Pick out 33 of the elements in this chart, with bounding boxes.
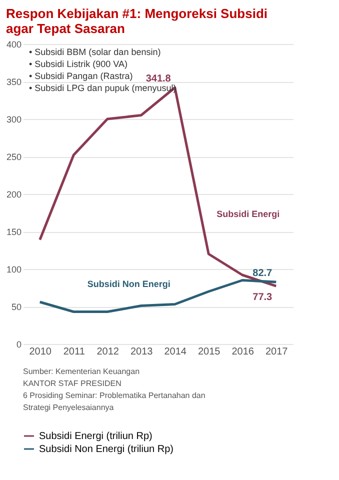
text: Sumber: Kementerian Keuangan bbox=[23, 367, 140, 376]
x-tick-label: 2016 bbox=[232, 346, 254, 358]
x-tick-label: 2014 bbox=[164, 346, 187, 358]
y-tick-label: 50 bbox=[11, 302, 22, 312]
legend-label: Subsidi Non Energi (triliun Rp) bbox=[39, 444, 174, 455]
y-tick-label: 400 bbox=[6, 40, 22, 50]
y-tick-label: 0 bbox=[16, 340, 22, 350]
data-label: 82.7 bbox=[252, 268, 273, 279]
x-tick-label: 2012 bbox=[96, 346, 120, 358]
annotation: Subsidi Non Energi bbox=[87, 278, 170, 289]
y-tick-label: 150 bbox=[6, 227, 22, 237]
legend-label: Subsidi Energi (triliun Rp) bbox=[39, 431, 152, 442]
text: KANTOR STAF PRESIDEN bbox=[23, 379, 122, 388]
line-series bbox=[38, 279, 278, 313]
y-tick-label: 300 bbox=[6, 114, 22, 124]
y-tick-label: 100 bbox=[6, 264, 22, 274]
chart-title: Respon Kebijakan #1: Mengoreksi Subsidi agar Tepat Sasaran bbox=[6, 6, 268, 36]
annotation: • Subsidi LPG dan pupuk (menyusul) bbox=[29, 83, 176, 93]
data-label: 341.8 bbox=[146, 74, 172, 85]
x-tick-label: 2015 bbox=[198, 346, 221, 358]
x-tick-label: 2017 bbox=[266, 346, 288, 358]
y-tick-label: 200 bbox=[6, 190, 22, 200]
y-tick-label: 250 bbox=[6, 152, 22, 162]
y-tick-label: 350 bbox=[6, 77, 22, 87]
data-label: 77.3 bbox=[252, 292, 273, 304]
annotation: Subsidi Energi bbox=[216, 209, 280, 219]
annotation: • Subsidi BBM (solar dan bensin) bbox=[29, 47, 161, 57]
x-tick-label: 2011 bbox=[63, 346, 86, 358]
annotation: • Subsidi Listrik (900 VA) bbox=[29, 59, 128, 69]
annotation: • Subsidi Pangan (Rastra) bbox=[29, 71, 133, 81]
x-tick-label: 2010 bbox=[29, 346, 52, 358]
text: 6 Prosiding Seminar: Problematika Pertanahan dan Strategi Penyelesaiannya bbox=[23, 391, 206, 412]
x-tick-label: 2013 bbox=[130, 346, 154, 358]
